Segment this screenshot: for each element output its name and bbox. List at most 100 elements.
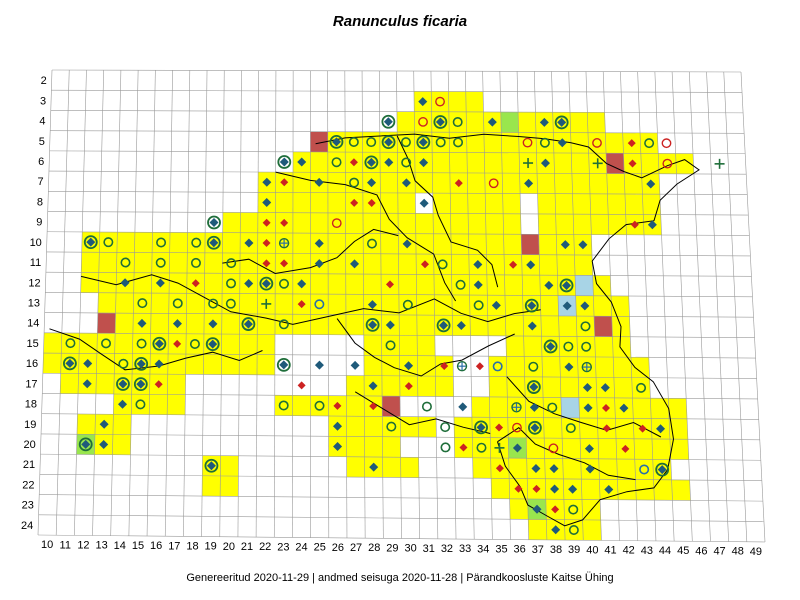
grid-line-horizontal <box>44 312 754 318</box>
red-diamond-symbol <box>280 178 289 187</box>
blue-diamond-symbol <box>487 117 497 127</box>
occupied-cell <box>523 336 542 357</box>
red-diamond-symbol <box>638 424 647 433</box>
grid-line-horizontal <box>43 352 756 359</box>
occupied-cell <box>587 132 607 154</box>
occupied-cell <box>581 479 601 500</box>
blue-diamond-symbol <box>419 158 429 168</box>
occupied-cell <box>450 213 469 234</box>
occupied-cell <box>364 436 383 458</box>
occupied-cell <box>381 294 400 315</box>
occupied-cell <box>642 194 661 215</box>
red-diamond-symbol <box>262 259 271 268</box>
blue-diamond-symbol <box>350 259 360 269</box>
occupied-cell <box>570 112 588 133</box>
green-ring-symbol <box>435 137 446 148</box>
grid-line-horizontal <box>44 332 755 338</box>
column-label: 14 <box>114 540 126 552</box>
occupied-cell <box>310 131 328 153</box>
occupied-cell <box>431 132 450 153</box>
occupied-cell <box>432 172 451 194</box>
occupied-cell <box>345 273 364 295</box>
occupied-cell <box>134 232 153 253</box>
column-label: 46 <box>695 545 707 557</box>
occupied-cell <box>310 395 329 416</box>
green-ring-symbol <box>120 257 131 268</box>
occupied-cell <box>504 274 523 296</box>
plus-in-ring-symbol <box>456 360 468 372</box>
green-ring-symbol <box>401 157 412 168</box>
red-diamond-symbol <box>602 403 611 412</box>
occupied-cell <box>526 437 545 459</box>
diamond-in-ring-symbol <box>259 276 274 291</box>
blue-diamond-symbol <box>529 402 539 412</box>
occupied-cell <box>239 354 258 375</box>
occupied-cell <box>60 373 79 394</box>
occupied-cell <box>292 314 311 335</box>
green-ring-symbol <box>225 298 236 309</box>
occupied-cell <box>606 173 625 195</box>
red-diamond-symbol <box>621 444 630 453</box>
blue-diamond-symbol <box>619 403 629 413</box>
row-label: 6 <box>38 156 44 168</box>
occupied-cell <box>542 376 561 398</box>
column-label: 42 <box>623 545 635 557</box>
blue-diamond-symbol <box>385 320 395 330</box>
grid-line-vertical <box>706 71 729 542</box>
occupied-cell <box>169 252 188 274</box>
row-label: 3 <box>40 95 46 107</box>
occupied-cell <box>239 293 258 314</box>
occupied-cell <box>204 293 223 314</box>
diamond-in-ring-symbol <box>559 278 574 293</box>
occupied-cell <box>451 294 470 316</box>
green-ring-symbol <box>135 399 146 410</box>
row-label: 13 <box>28 298 40 310</box>
blue-diamond-symbol <box>118 399 128 409</box>
occupied-cell <box>433 233 452 255</box>
blue-ring-symbol <box>639 464 650 475</box>
row-label: 10 <box>30 237 42 249</box>
occupied-cell <box>416 294 435 316</box>
occupied-cell <box>43 332 62 354</box>
cross-symbol <box>592 158 603 169</box>
map-title: Ranunculus ficaria <box>332 13 468 30</box>
occupied-cell <box>346 375 365 396</box>
occupied-cell <box>134 252 153 273</box>
occupied-cell <box>221 313 240 335</box>
red-diamond-symbol <box>420 260 429 269</box>
grid-line-vertical <box>146 70 156 537</box>
occupied-cell <box>587 112 606 133</box>
occupied-cell <box>506 356 525 377</box>
occupied-cell <box>675 153 694 174</box>
occupied-cell <box>486 274 505 296</box>
blue-diamond-symbol <box>367 178 377 188</box>
diamond-in-ring-symbol <box>116 377 130 391</box>
green-ring-symbol <box>65 338 76 349</box>
blue-diamond-symbol <box>583 403 593 413</box>
red-diamond-symbol <box>602 424 611 433</box>
diamond-in-ring-symbol <box>207 215 221 230</box>
occupied-cell <box>468 213 487 235</box>
blue-diamond-symbol <box>368 381 378 391</box>
occupied-cell <box>433 274 452 295</box>
occupied-cell <box>167 394 186 415</box>
grid-line-horizontal <box>51 69 742 73</box>
grid-line-vertical <box>516 71 530 540</box>
occupied-cell <box>485 193 504 214</box>
occupied-cell <box>450 233 469 255</box>
diamond-in-ring-symbol <box>433 115 448 129</box>
occupied-cell <box>398 213 416 234</box>
occupied-cell <box>97 312 116 334</box>
occupied-cell <box>485 213 504 235</box>
occupied-cell <box>362 213 381 234</box>
occupied-cell <box>363 334 382 356</box>
green-ring-symbol <box>400 137 411 148</box>
occupied-cell <box>624 173 643 195</box>
red-diamond-symbol <box>459 443 468 452</box>
blue-diamond-symbol <box>562 301 572 311</box>
row-label: 21 <box>23 459 35 471</box>
occupied-cell <box>415 233 434 255</box>
occupied-cell <box>380 192 399 214</box>
grid-line-vertical <box>499 71 511 540</box>
